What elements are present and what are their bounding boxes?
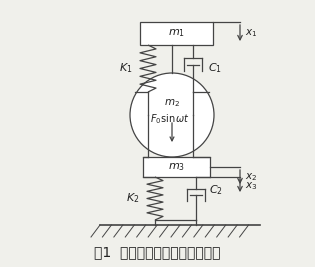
- Text: $C_2$: $C_2$: [209, 184, 223, 197]
- Circle shape: [130, 73, 214, 157]
- Text: $F_0\mathrm{sin}\,\omega t$: $F_0\mathrm{sin}\,\omega t$: [150, 112, 190, 126]
- Text: $m_1$: $m_1$: [168, 28, 185, 40]
- Text: $x_3$: $x_3$: [245, 180, 257, 192]
- Bar: [143, 157, 210, 177]
- Text: $x_2$: $x_2$: [245, 171, 257, 183]
- Text: $m_2$: $m_2$: [164, 97, 180, 109]
- Text: 图1  压路机一路基压实系统模型: 图1 压路机一路基压实系统模型: [94, 245, 220, 259]
- Text: $C_1$: $C_1$: [208, 62, 222, 75]
- Text: $K_1$: $K_1$: [119, 62, 133, 75]
- Text: $x_1$: $x_1$: [245, 27, 257, 39]
- Bar: [140, 22, 213, 45]
- Text: $m_3$: $m_3$: [168, 161, 185, 173]
- Text: $K_2$: $K_2$: [126, 192, 140, 205]
